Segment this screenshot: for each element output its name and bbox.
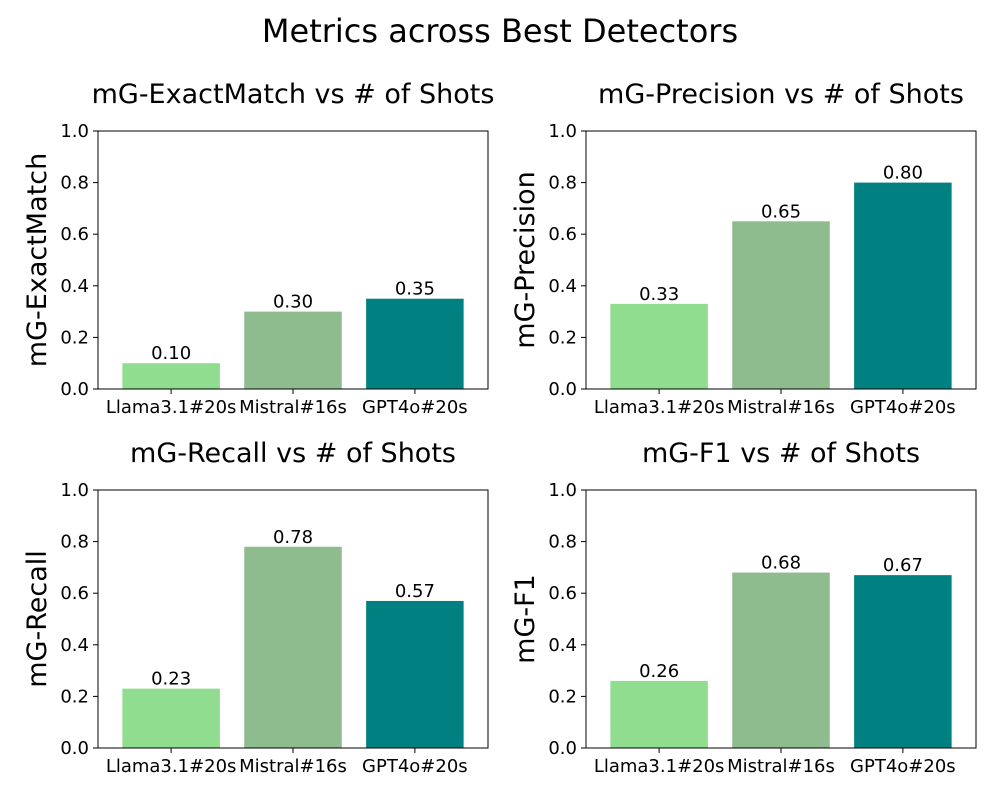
y-tick-label: 0.2 [548, 327, 577, 348]
bar [610, 303, 708, 389]
subplot-title: mG-ExactMatch vs # of Shots [92, 79, 495, 110]
bar [244, 311, 342, 389]
bar-value-label: 0.30 [273, 292, 313, 313]
x-tick-label: GPT4o#20s [850, 756, 956, 777]
y-tick-label: 0.2 [60, 686, 89, 707]
bar [366, 600, 464, 748]
axes-frame [97, 489, 489, 749]
bar-value-label: 0.10 [151, 343, 191, 364]
subplot-title: mG-Precision vs # of Shots [598, 79, 964, 110]
y-tick-label: 0.8 [548, 173, 577, 194]
x-tick-label: Llama3.1#20s [594, 756, 725, 777]
y-tick-label: 0.8 [60, 532, 89, 553]
y-tick-label: 0.4 [548, 276, 577, 297]
y-tick-label: 0.8 [60, 173, 89, 194]
x-tick-label: Llama3.1#20s [106, 756, 237, 777]
y-tick-label: 1.0 [548, 121, 577, 142]
y-tick-label: 1.0 [548, 480, 577, 501]
y-tick-label: 0.0 [548, 738, 577, 759]
x-tick-label: GPT4o#20s [362, 756, 468, 777]
subplot-grid: mG-ExactMatch vs # of Shots mG-ExactMatch… [22, 79, 977, 777]
x-tick-label: Mistral#16s [727, 397, 835, 418]
x-tick-label: GPT4o#20s [362, 397, 468, 418]
bar [854, 575, 952, 748]
y-tick-label: 0.6 [60, 224, 89, 245]
x-tick-label: Mistral#16s [727, 756, 835, 777]
x-tick-label: GPT4o#20s [850, 397, 956, 418]
y-axis-label: mG-ExactMatch [22, 153, 53, 367]
subplot-1: mG-ExactMatch vs # of Shots mG-ExactMatch… [22, 79, 494, 418]
y-tick-label: 0.8 [548, 532, 577, 553]
bar [732, 572, 830, 748]
y-tick-label: 0.4 [548, 635, 577, 656]
axes-frame [585, 130, 977, 390]
y-axis-label: mG-F1 [510, 574, 541, 664]
bar-value-label: 0.57 [395, 581, 435, 602]
y-tick-label: 0.6 [60, 583, 89, 604]
y-tick-label: 0.2 [548, 686, 577, 707]
bar [122, 688, 220, 748]
bar-value-label: 0.23 [151, 669, 191, 690]
x-tick-label: Mistral#16s [239, 397, 347, 418]
subplot-4: mG-F1 vs # of Shots mG-F1 0.0 0.2 0.4 0.6 0.8 1… [510, 438, 977, 777]
bar [732, 221, 830, 389]
y-tick-label: 0.0 [60, 738, 89, 759]
y-axis-label: mG-Recall [22, 550, 53, 688]
bar [122, 363, 220, 389]
x-tick-label: Llama3.1#20s [106, 397, 237, 418]
bar-value-label: 0.68 [761, 553, 801, 574]
y-tick-label: 0.0 [60, 379, 89, 400]
bar [244, 546, 342, 748]
bar-value-label: 0.33 [639, 284, 679, 305]
bar [610, 680, 708, 748]
axes-frame [585, 489, 977, 749]
figure-title: Metrics across Best Detectors [262, 12, 738, 50]
y-tick-label: 0.6 [548, 224, 577, 245]
y-tick-label: 0.4 [60, 635, 89, 656]
y-tick-label: 0.4 [60, 276, 89, 297]
bar-value-label: 0.65 [761, 201, 801, 222]
y-tick-label: 0.0 [548, 379, 577, 400]
bar-value-label: 0.78 [273, 527, 313, 548]
x-tick-label: Mistral#16s [239, 756, 347, 777]
bar-value-label: 0.80 [883, 163, 923, 184]
subplot-2: mG-Precision vs # of Shots mG-Precision 0.… [510, 79, 977, 418]
y-axis-label: mG-Precision [510, 171, 541, 348]
bar-value-label: 0.35 [395, 279, 435, 300]
axes-frame [97, 130, 489, 390]
bar [854, 182, 952, 389]
bar-value-label: 0.26 [639, 661, 679, 682]
y-tick-label: 1.0 [60, 480, 89, 501]
y-tick-label: 0.6 [548, 583, 577, 604]
subplot-title: mG-Recall vs # of Shots [130, 438, 456, 469]
x-tick-label: Llama3.1#20s [594, 397, 725, 418]
y-tick-label: 1.0 [60, 121, 89, 142]
bar-value-label: 0.67 [883, 555, 923, 576]
subplot-3: mG-Recall vs # of Shots mG-Recall 0.0 0.2 0.… [22, 438, 489, 777]
bar [366, 298, 464, 389]
y-tick-label: 0.2 [60, 327, 89, 348]
subplot-title: mG-F1 vs # of Shots [642, 438, 920, 469]
